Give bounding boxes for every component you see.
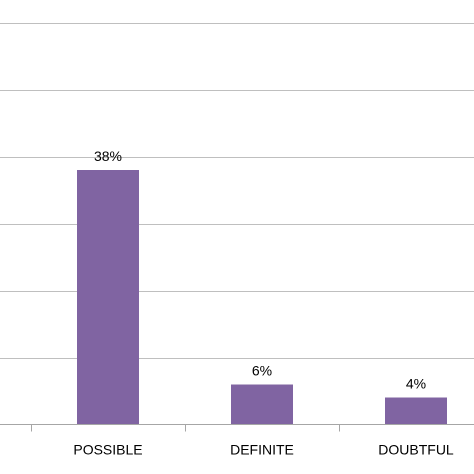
data-label-possible: 38% (94, 148, 122, 164)
bar-doubtful (385, 397, 447, 425)
x-tick-label-definite: DEFINITE (230, 442, 294, 458)
x-tick-labels: POSSIBLE DEFINITE DOUBTFUL (73, 442, 454, 458)
data-label-definite: 6% (252, 362, 272, 378)
x-tick-label-possible: POSSIBLE (73, 442, 142, 458)
x-tick-label-doubtful: DOUBTFUL (378, 442, 454, 458)
bar-definite (231, 384, 293, 425)
x-axis (0, 424, 474, 432)
data-labels: 38% 6% 4% (94, 148, 426, 392)
bars (77, 169, 447, 425)
data-label-doubtful: 4% (406, 376, 426, 392)
gridlines (0, 23, 474, 359)
bar-possible (77, 169, 139, 425)
